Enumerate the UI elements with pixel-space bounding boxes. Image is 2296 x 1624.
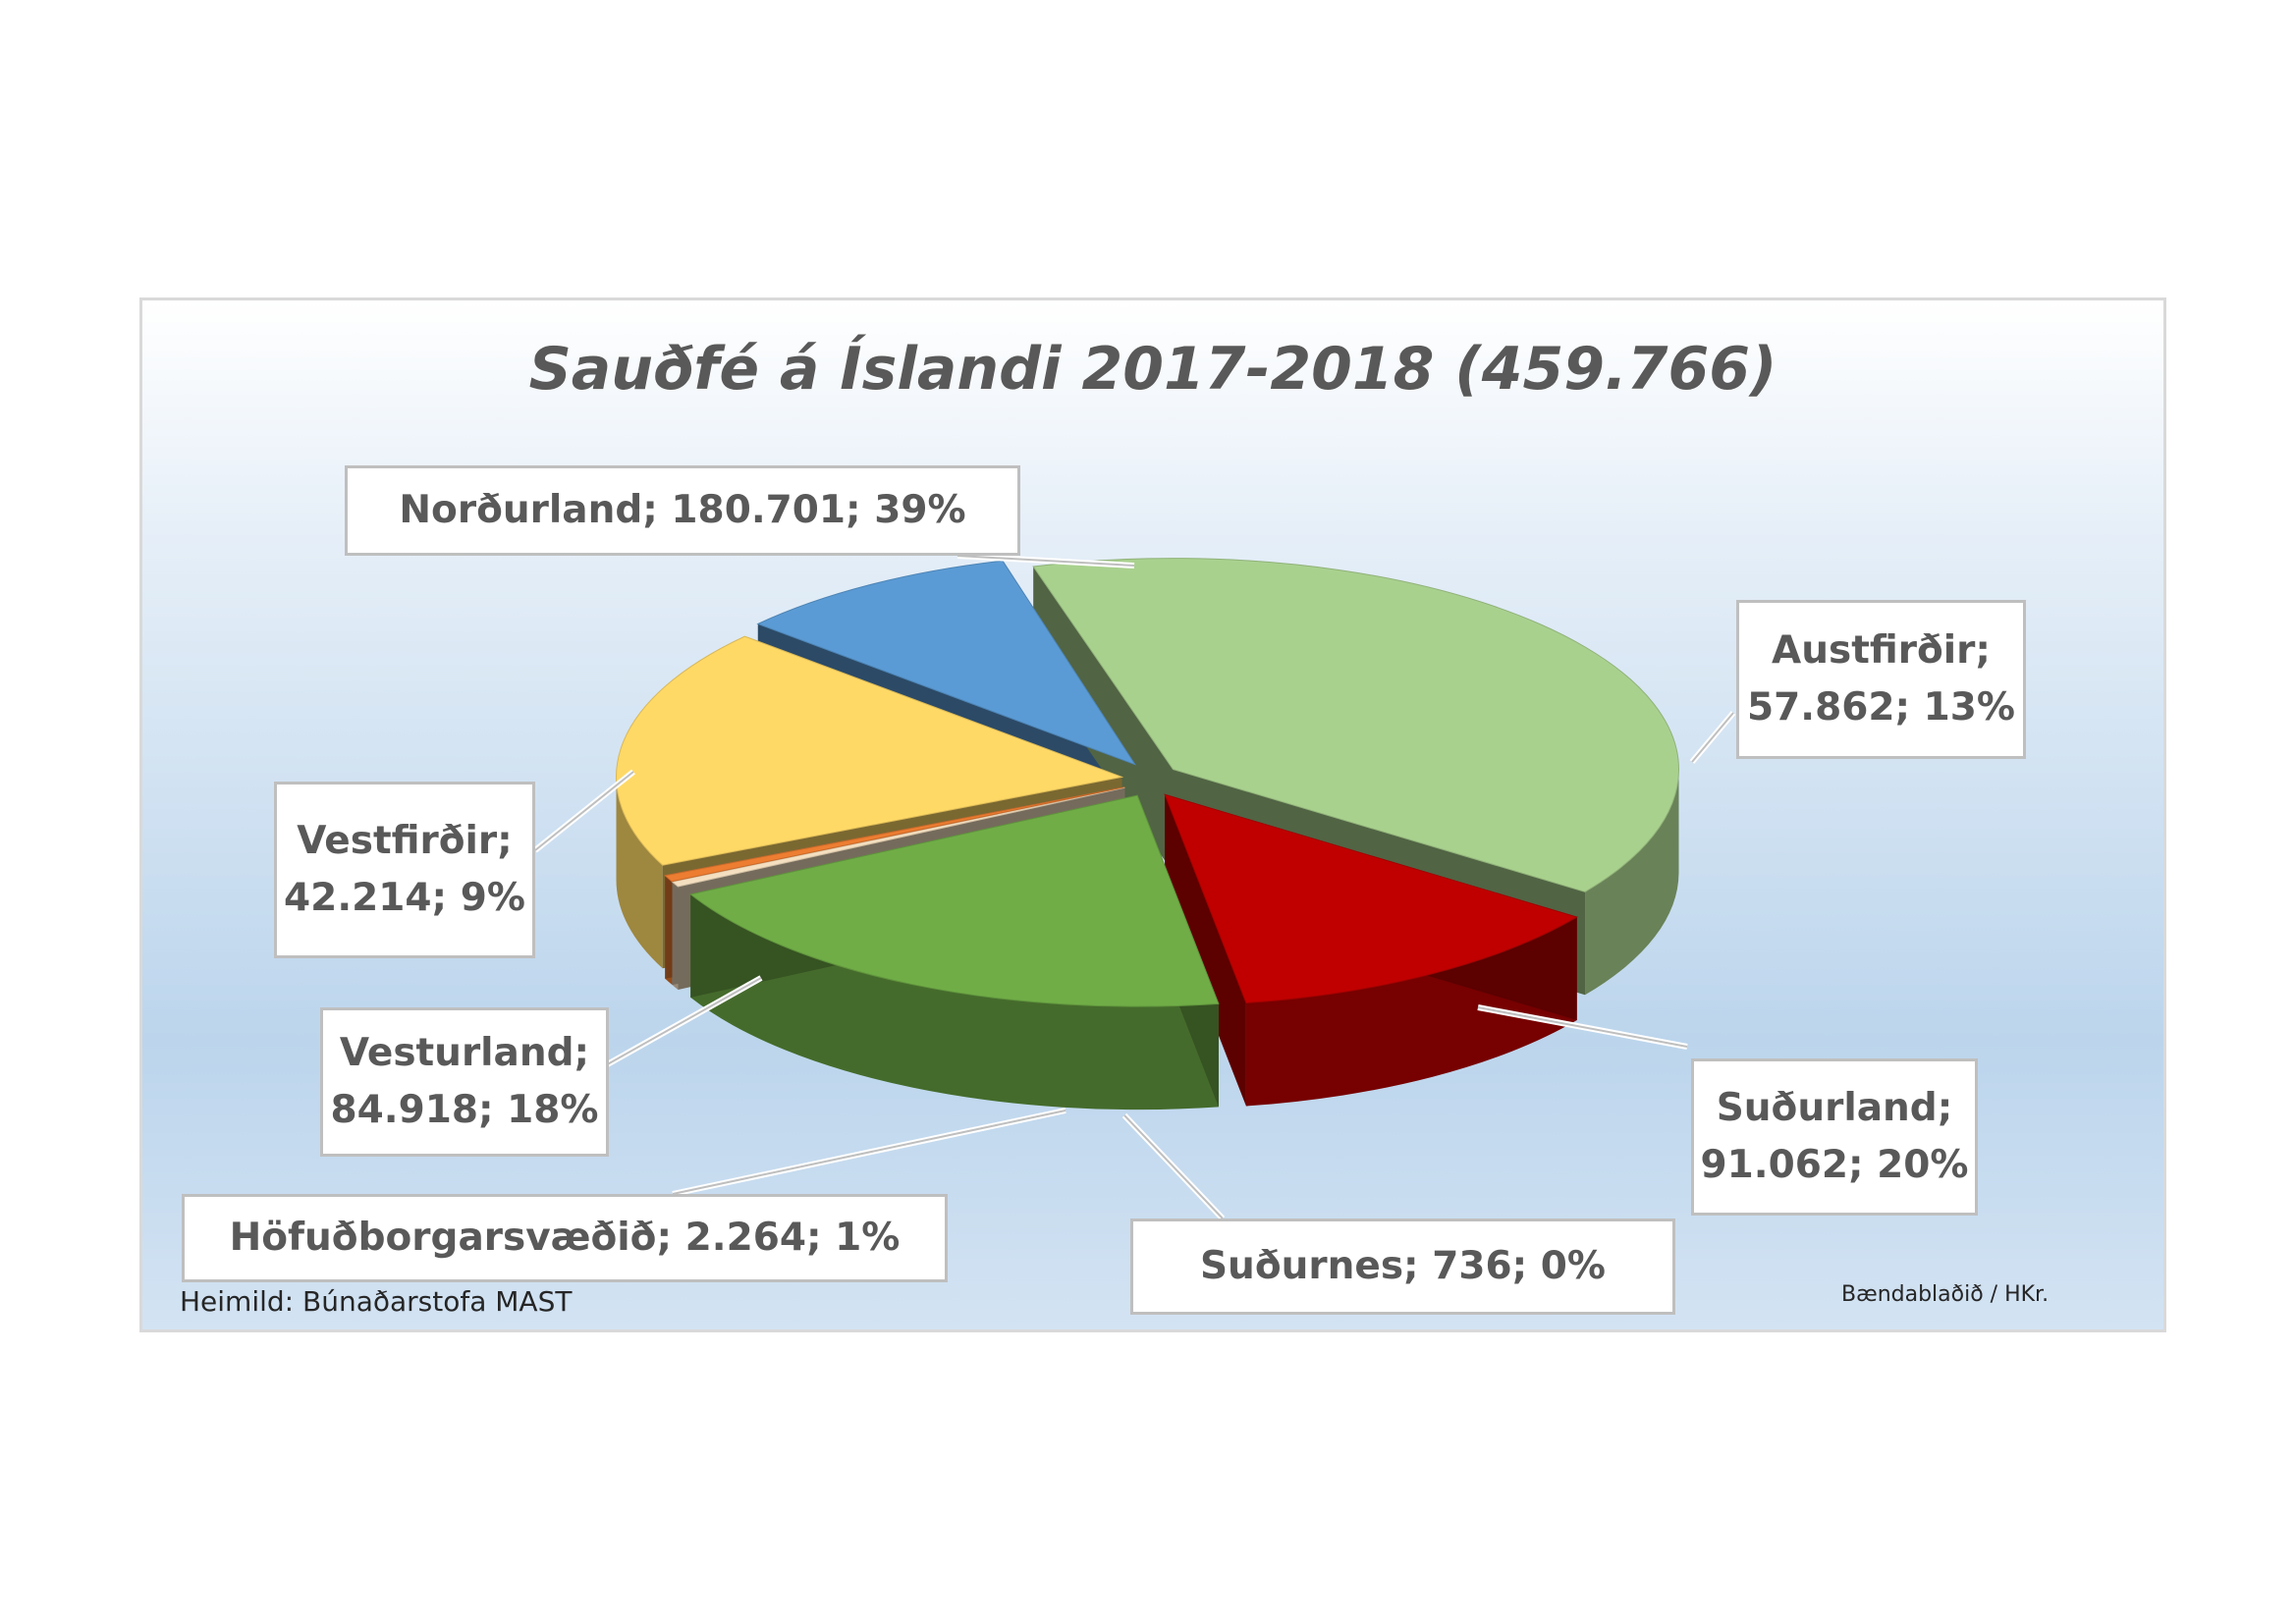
leader-lines <box>533 553 1736 1221</box>
label-sudurnes: Suðurnes; 736; 0% <box>1130 1218 1675 1315</box>
leader-line-norðurland <box>957 555 1135 567</box>
leader-line-höfuðborgarsvæðið <box>672 1110 1066 1195</box>
leader-line-suðurland <box>1477 1006 1688 1048</box>
slice-norðurland <box>1032 558 1680 893</box>
chart-frame: Sauðfé á Íslandi 2017-2018 (459.766) Nor… <box>139 298 2166 1332</box>
leader-line-vestfirðir <box>534 771 634 851</box>
slice-side-suðurland <box>690 893 1219 1110</box>
label-text-hofudborgarsvaedid: Höfuðborgarsvæðið; 2.264; 1% <box>229 1216 901 1260</box>
slice-vesturland <box>616 635 1124 866</box>
label-text-vesturland: Vesturland; 84.918; 18% <box>330 1031 599 1132</box>
credit-note: Bændablaðið / HKr. <box>1841 1282 2050 1307</box>
label-nordurland: Norðurland; 180.701; 39% <box>345 465 1020 556</box>
label-sudurland: Suðurland; 91.062; 20% <box>1691 1058 1978 1216</box>
slice-cut-austfirðir-1 <box>1165 794 1246 1107</box>
label-vestfirdir: Vestfirðir; 42.214; 9% <box>274 782 535 958</box>
label-text-sudurland: Suðurland; 91.062; 20% <box>1700 1086 1969 1187</box>
slice-vestfirðir <box>756 560 1137 766</box>
slice-side-norðurland <box>1585 769 1679 996</box>
slice-suðurland <box>689 794 1220 1007</box>
label-hofudborgarsvaedid: Höfuðborgarsvæðið; 2.264; 1% <box>182 1194 948 1282</box>
slice-höfuðborgarsvæðið <box>664 786 1125 883</box>
pie-chart <box>533 553 1736 1221</box>
chart-title: Sauðfé á Íslandi 2017-2018 (459.766) <box>528 335 1777 404</box>
source-note: Heimild: Búnaðarstofa MAST <box>180 1285 573 1318</box>
slice-suðurnes <box>671 786 1125 888</box>
label-text-nordurland: Norðurland; 180.701; 39% <box>399 488 966 532</box>
slice-austfirðir <box>1164 793 1578 1004</box>
leader-line-austfirðir <box>1691 712 1734 763</box>
label-text-austfirdir: Austfirðir; 57.862; 13% <box>1746 628 2016 730</box>
pie-tops <box>616 558 1680 1007</box>
label-text-sudurnes: Suðurnes; 736; 0% <box>1199 1244 1607 1288</box>
leader-line-suðurnes <box>1123 1114 1224 1219</box>
label-vesturland: Vesturland; 84.918; 18% <box>320 1007 609 1157</box>
leader-line-vesturland <box>603 977 762 1067</box>
slice-side-vesturland <box>616 777 663 969</box>
label-text-vestfirdir: Vestfirðir; 42.214; 9% <box>284 819 525 920</box>
label-austfirdir: Austfirðir; 57.862; 13% <box>1736 600 2026 759</box>
